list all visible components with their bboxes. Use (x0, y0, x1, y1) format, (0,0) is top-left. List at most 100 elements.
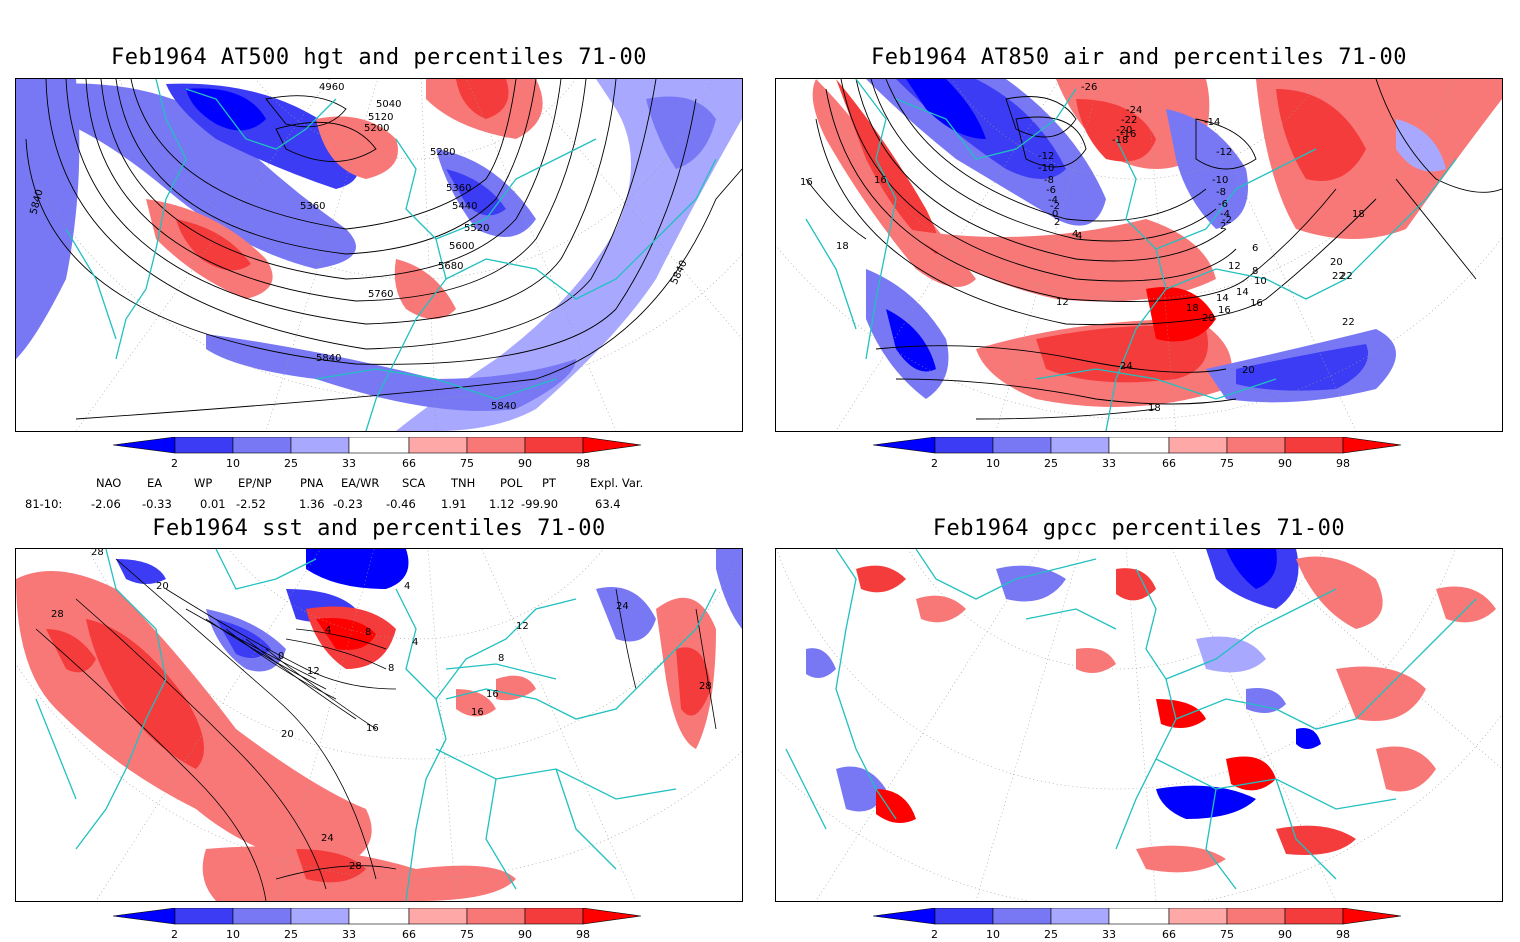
contour-label: -26 (1081, 82, 1097, 93)
colorbar-svg: 2 10 25 33 66 75 90 98 (113, 437, 642, 470)
contour-label: -24 (1126, 105, 1142, 116)
contour-label: 22 (1340, 271, 1353, 282)
grid-lines (16, 549, 742, 901)
colorbar-label: 25 (284, 457, 298, 470)
index-header: EA (147, 476, 163, 490)
colorbar-1: 2 10 25 33 66 75 90 98 (113, 437, 643, 471)
contour-label: 0 (1052, 209, 1058, 220)
colorbar-label: 75 (460, 457, 474, 470)
colorbar-label: 90 (518, 928, 532, 941)
index-header: WP (194, 476, 213, 490)
index-header: Expl. Var. (590, 476, 644, 490)
index-header: SCA (402, 476, 426, 490)
index-value: -0.46 (386, 497, 416, 511)
contour-label: 24 (321, 833, 334, 844)
contour-label: 5680 (438, 261, 463, 272)
contour-label: -4 (1048, 195, 1058, 206)
contour-label: 24 (616, 601, 629, 612)
colorbar-svg: 2 10 25 33 66 75 90 98 (873, 908, 1402, 941)
colorbar-label: 33 (1102, 928, 1116, 941)
contour-label: -12 (1216, 147, 1232, 158)
coastlines (785, 549, 1477, 890)
colorbar-label: 90 (1278, 928, 1292, 941)
colorbar-svg: 2 10 25 33 66 75 90 98 (113, 908, 642, 941)
contour-label: -4 (1220, 209, 1230, 220)
contour-label: 28 (51, 609, 64, 620)
contour-label: -8 (1216, 187, 1226, 198)
contour-label: 5040 (376, 99, 401, 110)
index-value: 0.01 (200, 497, 226, 511)
contour-label: -12 (1038, 151, 1054, 162)
index-header: POL (500, 476, 523, 490)
contour-label: 18 (1186, 303, 1199, 314)
colorbar-label: 75 (1220, 928, 1234, 941)
contour-label: 20 (156, 581, 169, 592)
colorbar-label: 90 (518, 457, 532, 470)
contour-label: -6 (1046, 185, 1056, 196)
contour-label: 12 (307, 666, 320, 677)
contour-label: 12 (516, 621, 529, 632)
pct-shading (806, 549, 1496, 873)
colorbar-label: 98 (1336, 457, 1350, 470)
colorbar-label: 66 (1162, 457, 1176, 470)
colorbar-label: 10 (986, 928, 1000, 941)
contour-label: 5360 (446, 183, 471, 194)
index-value: -99.90 (521, 497, 559, 511)
contour-label: 5600 (449, 241, 474, 252)
contour-label: 4 (412, 637, 418, 648)
contour-label: -6 (1218, 199, 1228, 210)
contour-label: 16 (366, 723, 379, 734)
contour-label: 0 (278, 651, 284, 662)
contour-label: 16 (1250, 298, 1263, 309)
map-panel-hgt500: 4960 5040 5120 5200 5280 5360 5360 5440 … (15, 78, 743, 432)
map-sst: 28 20 28 0 4 8 12 16 20 24 28 24 28 16 4… (16, 549, 742, 901)
index-header: EA/WR (341, 476, 380, 490)
panel-title-air850: Feb1964 AT850 air and percentiles 71-00 (870, 45, 1408, 70)
contour-label: 5120 (368, 112, 393, 123)
panel-title-gpcc: Feb1964 gpcc percentiles 71-00 (932, 516, 1346, 541)
colorbar-label: 33 (342, 457, 356, 470)
contour-label: 5200 (364, 123, 389, 134)
contour-label: 18 (1352, 209, 1365, 220)
index-header: NAO (96, 476, 122, 490)
contour-label: 5840 (491, 401, 516, 412)
colorbar-label: 66 (402, 457, 416, 470)
contour-label: 4 (1072, 229, 1078, 240)
panel-title-hgt500: Feb1964 AT500 hgt and percentiles 71-00 (110, 45, 648, 70)
index-value: -2.06 (91, 497, 121, 511)
contour-lines (35, 558, 717, 901)
index-value: -0.33 (142, 497, 172, 511)
contour-label: -22 (1121, 115, 1137, 126)
map-gpcc (776, 549, 1502, 901)
contour-label: 5360 (300, 201, 325, 212)
colorbar-label: 10 (226, 457, 240, 470)
panel-title-sst: Feb1964 sst and percentiles 71-00 (152, 516, 606, 541)
colorbar-label: 2 (171, 928, 178, 941)
contour-labels: 4960 5040 5120 5200 5280 5360 5360 5440 … (29, 82, 690, 412)
contour-label: 10 (1254, 276, 1267, 287)
contour-label: 20 (1330, 257, 1343, 268)
index-value: -0.23 (333, 497, 363, 511)
colorbar-label: 98 (576, 928, 590, 941)
contour-label: 16 (1218, 305, 1231, 316)
contour-label: 16 (800, 177, 813, 188)
contour-label: 2 (1220, 221, 1226, 232)
colorbar-label: 75 (460, 928, 474, 941)
contour-label: 8 (498, 653, 504, 664)
contour-label: 16 (471, 707, 484, 718)
contour-label: 4960 (319, 82, 344, 93)
coastlines (805, 79, 1457, 431)
contour-label: 5840 (669, 259, 690, 287)
contour-label: 20 (281, 729, 294, 740)
pct-shading (16, 549, 742, 901)
contour-label: 8 (1252, 266, 1258, 277)
index-value: 63.4 (595, 497, 621, 511)
contour-label: 16 (486, 689, 499, 700)
contour-label: -14 (1204, 117, 1220, 128)
contour-label: 5760 (368, 289, 393, 300)
coastlines (35, 549, 717, 901)
contour-label: 4 (404, 581, 410, 592)
colorbar-label: 25 (1044, 457, 1058, 470)
contour-label: 5840 (316, 353, 341, 364)
contour-label: 14 (1216, 293, 1229, 304)
